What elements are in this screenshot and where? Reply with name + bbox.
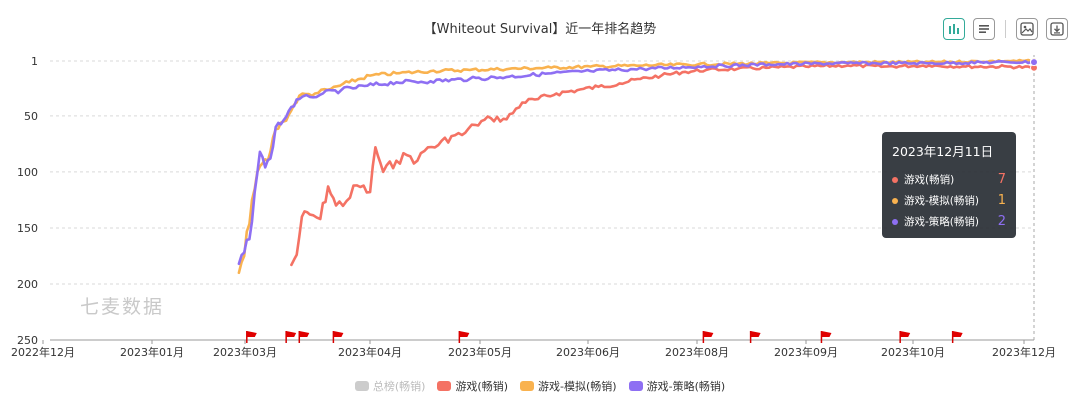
event-flag-icon (332, 331, 344, 343)
y-tick-label: 250 (17, 334, 38, 347)
x-tick-label: 2023年04月 (338, 345, 402, 359)
event-flag-icon (702, 331, 714, 343)
tooltip-date: 2023年12月11日 (892, 144, 994, 159)
tooltip-row: 游戏-模拟(畅销) 1 (892, 190, 1006, 211)
flag-cloth (821, 331, 832, 337)
legend-item-games[interactable]: 游戏(畅销) (437, 378, 508, 394)
hover-tooltip: 2023年12月11日 游戏(畅销) 7 游戏-模拟(畅销) 1 游戏-策略(畅… (882, 132, 1016, 238)
x-tick-label: 2023年01月 (120, 345, 184, 359)
legend-label: 游戏-模拟(畅销) (538, 380, 617, 393)
legend-item-simulation[interactable]: 游戏-模拟(畅销) (520, 378, 617, 394)
event-flag-icon (285, 331, 297, 343)
chart-toolbar (943, 18, 1068, 40)
legend-swatch (628, 381, 643, 391)
event-flag-icon (298, 331, 310, 343)
tooltip-dot (892, 197, 898, 204)
x-tick-label: 2023年08月 (665, 345, 729, 359)
y-tick-label: 1 (31, 55, 38, 68)
tooltip-value: 7 (997, 172, 1006, 187)
tooltip-dot (892, 176, 898, 183)
event-flag-icon (458, 331, 470, 343)
event-flag-icon (899, 331, 911, 343)
tooltip-value: 2 (997, 214, 1006, 229)
chart-legend: 总榜(畅销) 游戏(畅销) 游戏-模拟(畅销) 游戏-策略(畅销) (0, 378, 1080, 394)
flag-cloth (952, 331, 963, 337)
flag-cloth (246, 331, 257, 337)
legend-swatch (520, 381, 535, 391)
event-flag-icon (246, 331, 257, 343)
y-tick-label: 100 (17, 166, 38, 179)
event-flag-icon (820, 331, 832, 343)
flag-cloth (299, 331, 310, 337)
flag-cloth (750, 331, 761, 337)
flag-cloth (286, 331, 297, 337)
y-tick-label: 200 (17, 278, 38, 291)
legend-item-overall[interactable]: 总榜(畅销) (354, 378, 426, 394)
series-point (1030, 58, 1038, 67)
flag-cloth (459, 331, 470, 337)
tooltip-row: 游戏(畅销) 7 (892, 169, 1006, 190)
legend-label: 游戏(畅销) (455, 380, 509, 393)
bar-chart-icon[interactable] (943, 18, 965, 40)
event-flag-icon (749, 331, 761, 343)
x-tick-label: 2023年03月 (213, 345, 277, 359)
tooltip-row: 游戏-策略(畅销) 2 (892, 211, 1006, 232)
tooltip-label: 游戏-模拟(畅销) (904, 195, 979, 207)
tooltip-value: 1 (997, 193, 1006, 208)
event-flag-icon (951, 331, 963, 343)
tooltip-label: 游戏-策略(畅销) (904, 216, 979, 228)
tooltip-label: 游戏(畅销) (904, 174, 955, 186)
x-tick-label: 2023年12月 (992, 345, 1056, 359)
y-tick-label: 50 (24, 110, 38, 123)
flag-cloth (900, 331, 911, 337)
x-tick-label: 2023年09月 (774, 345, 838, 359)
list-icon[interactable] (973, 18, 995, 40)
image-icon[interactable] (1016, 18, 1038, 40)
x-tick-label: 2023年06月 (556, 345, 620, 359)
legend-label: 游戏-策略(畅销) (646, 380, 726, 393)
x-tick-label: 2023年10月 (881, 345, 945, 359)
legend-swatch (354, 381, 369, 391)
tooltip-dot (892, 218, 898, 225)
download-icon[interactable] (1046, 18, 1068, 40)
legend-label: 总榜(畅销) (372, 380, 426, 393)
x-tick-label: 2023年05月 (448, 345, 512, 359)
flag-cloth (703, 331, 714, 337)
series-line (290, 63, 1036, 267)
toolbar-divider (1005, 20, 1006, 38)
x-tick-label: 2022年12月 (11, 345, 75, 359)
watermark: 七麦数据 (80, 296, 165, 318)
flag-cloth (333, 331, 344, 337)
chart-title: 【Whiteout Survival】近一年排名趋势 (423, 22, 657, 37)
legend-swatch (437, 381, 452, 391)
legend-item-strategy[interactable]: 游戏-策略(畅销) (628, 378, 726, 394)
y-tick-label: 150 (17, 222, 38, 235)
series-line (237, 59, 1036, 266)
